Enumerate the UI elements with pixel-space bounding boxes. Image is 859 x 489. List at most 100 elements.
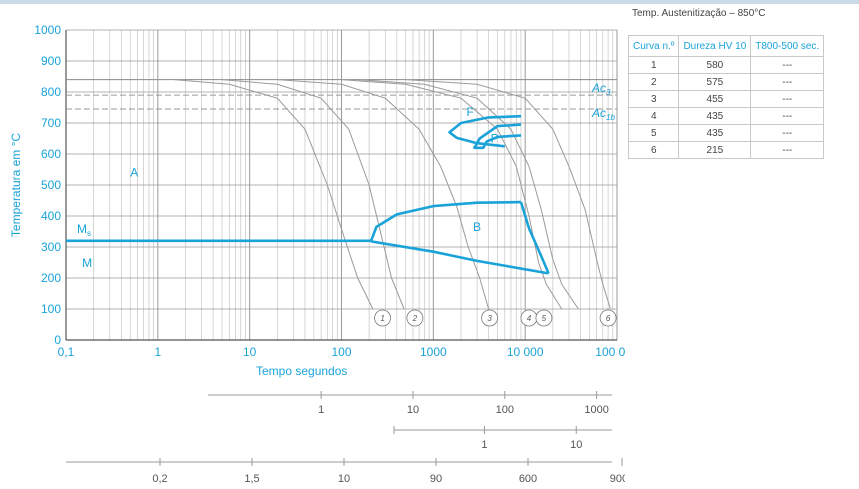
table-row: 6 215 --- (627, 141, 825, 159)
cooling-curve-1 (173, 79, 374, 310)
table-cell: 6 (627, 141, 680, 159)
minutos-tick-label: 10 (407, 404, 419, 416)
reference-label-main: Ac (591, 81, 606, 95)
cooling-curve-4 (341, 79, 563, 310)
diametro-tick-label: 1,5 (244, 473, 259, 485)
table-cell: --- (750, 73, 825, 91)
region-label-b: B (473, 220, 481, 234)
pearlite-line (473, 123, 522, 150)
reference-label-ac1b: Ac1b (591, 106, 615, 122)
table-cell: 215 (678, 141, 752, 159)
region-label-m: M (82, 256, 92, 270)
table-cell: 455 (678, 90, 752, 108)
table-row: 3 455 --- (627, 90, 825, 108)
reference-label-sub: 3 (606, 88, 611, 97)
curve-marker-label: 6 (606, 314, 611, 323)
x-tick-label: 10 000 (507, 345, 544, 359)
table-header-row: Curva n.º Dureza HV 10 T800-500 sec. (627, 35, 825, 57)
diametro-tick-label: 90 (430, 473, 442, 485)
reference-label-ac3: Ac3 (591, 81, 611, 97)
y-tick-label: 800 (41, 85, 61, 99)
table-cell: 3 (627, 90, 680, 108)
y-tick-label: 500 (41, 178, 61, 192)
y-tick-label: 1000 (34, 23, 61, 37)
region-label-a: A (130, 166, 138, 180)
diametro-tick-label: 9000 (610, 473, 625, 485)
x-tick-label: 10 (243, 345, 257, 359)
region-label-f: F (467, 105, 474, 119)
cooling-curves (173, 79, 617, 327)
table-row: 2 575 --- (627, 73, 825, 91)
horas-tick-label: 10 (570, 439, 582, 451)
horas-tick-label: 1 (481, 439, 487, 451)
curve-marker-2 (406, 309, 424, 327)
transformation-lines (66, 114, 550, 275)
table-row: 1 580 --- (627, 56, 825, 74)
martensite-bainite-boundary-line (370, 240, 549, 275)
y-tick-label: 300 (41, 240, 61, 254)
curve-marker-label: 2 (412, 314, 418, 323)
y-tick-label: 400 (41, 209, 61, 223)
y-axis-label: Temperatura em °C (9, 133, 23, 238)
curve-marker-label: 4 (527, 314, 532, 323)
bainite-start-line (369, 200, 522, 242)
x-tick-label: 1 (154, 345, 161, 359)
diametro-tick-label: 0,2 (152, 473, 167, 485)
hardness-table: Curva n.º Dureza HV 10 T800-500 sec. 1 580-… (627, 35, 825, 159)
table-cell: --- (750, 90, 825, 108)
reference-label-sub: 1b (606, 113, 615, 122)
x-tick-label: 0,1 (58, 345, 75, 359)
table-cell: 580 (678, 56, 752, 74)
curve-marker-label: 1 (380, 314, 384, 323)
y-tick-label: 700 (41, 116, 61, 130)
curve-marker-3 (481, 309, 499, 327)
minutos-tick-label: 1 (318, 404, 324, 416)
y-tick-label: 200 (41, 271, 61, 285)
table-header-cell: Curva n.º (627, 35, 680, 57)
table-cell: 4 (627, 107, 680, 125)
auxiliary-axes (66, 391, 623, 466)
y-tick-label: 0 (54, 333, 61, 347)
x-tick-label: 1000 (420, 345, 447, 359)
x-tick-label: 100 000 (595, 345, 625, 359)
table-cell: 1 (627, 56, 680, 74)
table-body: 1 580 --- 2 575 --- 3 455 --- 4 435 --- 5 435 --- 6 215-… (627, 56, 825, 159)
table-cell: --- (750, 56, 825, 74)
table-row: 4 435 --- (627, 107, 825, 125)
cooling-curve-3 (277, 79, 490, 310)
diametro-tick-label: 600 (519, 473, 537, 485)
ms-label-main: M (77, 222, 87, 236)
curve-marker-label: 5 (542, 314, 547, 323)
y-tick-label: 900 (41, 54, 61, 68)
reference-label-main: Ac (591, 106, 606, 120)
curve-marker-label: 3 (487, 314, 492, 323)
cooling-curve-6 (405, 79, 611, 310)
table-cell: 2 (627, 73, 680, 91)
minutos-tick-label: 1000 (584, 404, 608, 416)
y-tick-label: 100 (41, 302, 61, 316)
top-border (0, 0, 859, 4)
table-cell: --- (750, 124, 825, 142)
curve-marker-5 (535, 309, 553, 327)
region-label-p: P (491, 132, 499, 146)
table-cell: 575 (678, 73, 752, 91)
table-row: 5 435 --- (627, 124, 825, 142)
diametro-tick-label: 10 (338, 473, 350, 485)
curve-marker-6 (599, 309, 617, 327)
ms-label: Ms (77, 222, 91, 238)
table-cell: 435 (678, 107, 752, 125)
table-header-cell: Dureza HV 10 (678, 35, 752, 57)
x-tick-label: 100 (331, 345, 351, 359)
table-cell: --- (750, 141, 825, 159)
cooling-curve-2 (221, 79, 405, 310)
table-cell: 435 (678, 124, 752, 142)
curve-marker-1 (374, 309, 391, 327)
table-header-cell: T800-500 sec. (750, 35, 825, 57)
x-axis-label: Tempo segundos (256, 364, 347, 378)
minutos-tick-label: 100 (496, 404, 514, 416)
ms-label-sub: s (87, 229, 91, 238)
table-cell: 5 (627, 124, 680, 142)
table-cell: --- (750, 107, 825, 125)
